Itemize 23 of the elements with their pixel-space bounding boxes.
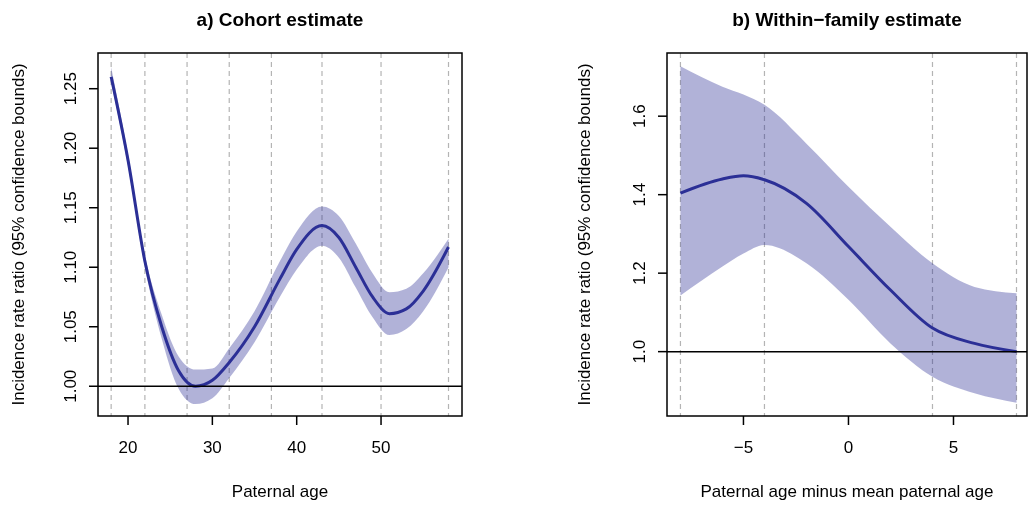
y-tick-label: 1.25 — [61, 72, 80, 106]
x-tick-label: 50 — [371, 438, 391, 457]
x-tick-label: 40 — [287, 438, 307, 457]
y-tick-label: 1.4 — [630, 182, 649, 207]
x-tick-label: 30 — [202, 438, 222, 457]
y-tick-label: 1.20 — [61, 131, 80, 165]
y-tick-label: 1.0 — [630, 339, 649, 364]
chart-title: b) Within−family estimate — [732, 9, 962, 30]
y-tick-label: 1.10 — [61, 250, 80, 284]
x-tick-label: 0 — [843, 438, 854, 457]
y-axis-title: Incidence rate ratio (95% confidence bounds) — [9, 63, 28, 406]
x-axis-title: Paternal age minus mean paternal age — [700, 482, 994, 501]
y-tick-label: 1.00 — [61, 369, 80, 403]
x-axis-title: Paternal age — [231, 482, 329, 501]
x-tick-label: −5 — [733, 438, 754, 457]
y-tick-label: 1.05 — [61, 310, 80, 344]
y-tick-label: 1.6 — [630, 104, 649, 128]
x-tick-label: 20 — [118, 438, 138, 457]
x-tick-label: 5 — [948, 438, 959, 457]
y-tick-label: 1.2 — [630, 261, 649, 285]
chart-title: a) Cohort estimate — [196, 9, 364, 30]
y-axis-title: Incidence rate ratio (95% confidence bounds) — [575, 63, 594, 406]
y-tick-label: 1.15 — [61, 191, 80, 225]
